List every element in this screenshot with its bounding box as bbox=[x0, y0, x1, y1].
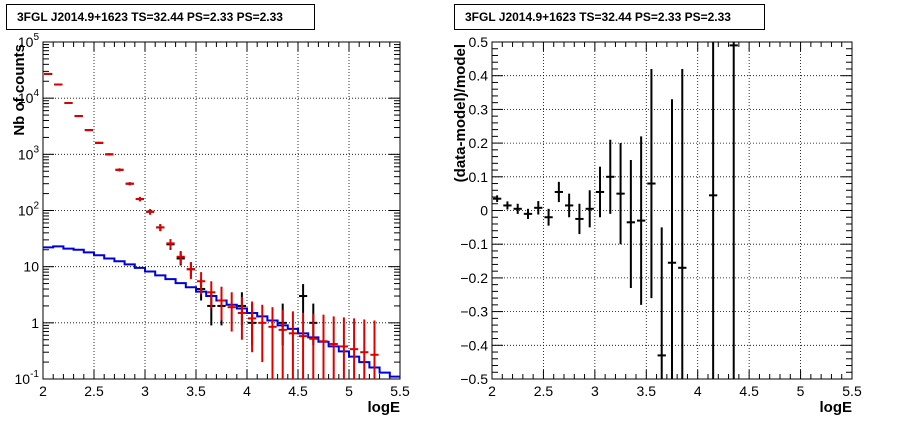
y-tick-base: 10 bbox=[18, 90, 34, 106]
x-tick-label: 2.5 bbox=[84, 383, 104, 399]
y-axis-label: Nb of counts bbox=[11, 44, 28, 136]
x-tick-label: 5 bbox=[797, 383, 805, 399]
y-tick-label: −0.1 bbox=[460, 236, 488, 252]
y-tick-base: 10 bbox=[18, 34, 34, 50]
y-tick-label: −0.3 bbox=[460, 304, 488, 320]
y-tick-base: 10 bbox=[18, 203, 34, 219]
x-tick-label: 3.5 bbox=[186, 383, 206, 399]
x-tick-label: 4 bbox=[243, 383, 251, 399]
y-tick-label: 0.2 bbox=[469, 135, 489, 151]
x-tick-label: 5.5 bbox=[390, 383, 410, 399]
y-tick-exponent: -1 bbox=[30, 369, 39, 380]
chart-title: 3FGL J2014.9+1623 TS=32.44 PS=2.33 PS=2.… bbox=[6, 4, 315, 30]
y-tick-label: 1 bbox=[31, 315, 39, 331]
y-tick-base: 1 bbox=[31, 315, 39, 331]
y-tick-label: −0.2 bbox=[460, 270, 488, 286]
counts-chart: 2 2.5 3 3.5 4 4.5 5 5.510-1110102103104105logEN… bbox=[11, 32, 410, 416]
residual-chart: 2 2.5 3 3.5 4 4.5 5 5.5 −0.5 −0.4 −0.3 −0.2 −0.1 0 0.1… bbox=[452, 34, 862, 416]
y-tick-label: 10-1 bbox=[15, 369, 40, 387]
y-tick-label: 0.1 bbox=[469, 169, 489, 185]
y-tick-label: 0.3 bbox=[469, 101, 489, 117]
chart-title: 3FGL J2014.9+1623 TS=32.44 PS=2.33 PS=2.… bbox=[454, 4, 765, 30]
y-tick-exponent: 5 bbox=[33, 32, 39, 43]
x-tick-label: 3 bbox=[591, 383, 599, 399]
y-tick-label: 104 bbox=[18, 88, 40, 106]
y-tick-label: 103 bbox=[18, 144, 40, 162]
x-tick-label: 4.5 bbox=[288, 383, 308, 399]
x-tick-label: 5 bbox=[345, 383, 353, 399]
x-tick-label: 5.5 bbox=[842, 383, 862, 399]
y-tick-label: 102 bbox=[18, 201, 40, 219]
right-chart-panel: 3FGL J2014.9+1623 TS=32.44 PS=2.33 PS=2.… bbox=[449, 0, 898, 421]
y-tick-base: 10 bbox=[15, 371, 31, 387]
y-tick-label: 0 bbox=[480, 203, 488, 219]
y-tick-exponent: 4 bbox=[33, 88, 39, 99]
x-tick-label: 2.5 bbox=[534, 383, 554, 399]
y-tick-base: 10 bbox=[23, 259, 39, 275]
x-tick-label: 4 bbox=[694, 383, 702, 399]
y-tick-exponent: 2 bbox=[33, 201, 39, 212]
x-axis-label: logE bbox=[820, 399, 853, 416]
y-tick-label: 10 bbox=[23, 259, 39, 275]
y-tick-label: −0.5 bbox=[460, 371, 488, 387]
x-tick-label: 2 bbox=[39, 383, 47, 399]
x-axis-label: logE bbox=[368, 399, 401, 416]
y-tick-label: 0.5 bbox=[469, 34, 489, 50]
y-tick-label: 105 bbox=[18, 32, 40, 50]
x-tick-label: 3.5 bbox=[637, 383, 657, 399]
x-tick-label: 3 bbox=[141, 383, 149, 399]
x-tick-label: 2 bbox=[488, 383, 496, 399]
y-axis-label: (data-model)/model bbox=[452, 44, 469, 182]
left-chart-panel: 3FGL J2014.9+1623 TS=32.44 PS=2.33 PS=2.… bbox=[6, 4, 410, 416]
x-tick-label: 4.5 bbox=[739, 383, 759, 399]
y-tick-label: −0.4 bbox=[460, 337, 488, 353]
y-tick-base: 10 bbox=[18, 146, 34, 162]
y-tick-label: 0.4 bbox=[469, 68, 489, 84]
y-tick-exponent: 3 bbox=[33, 144, 39, 155]
